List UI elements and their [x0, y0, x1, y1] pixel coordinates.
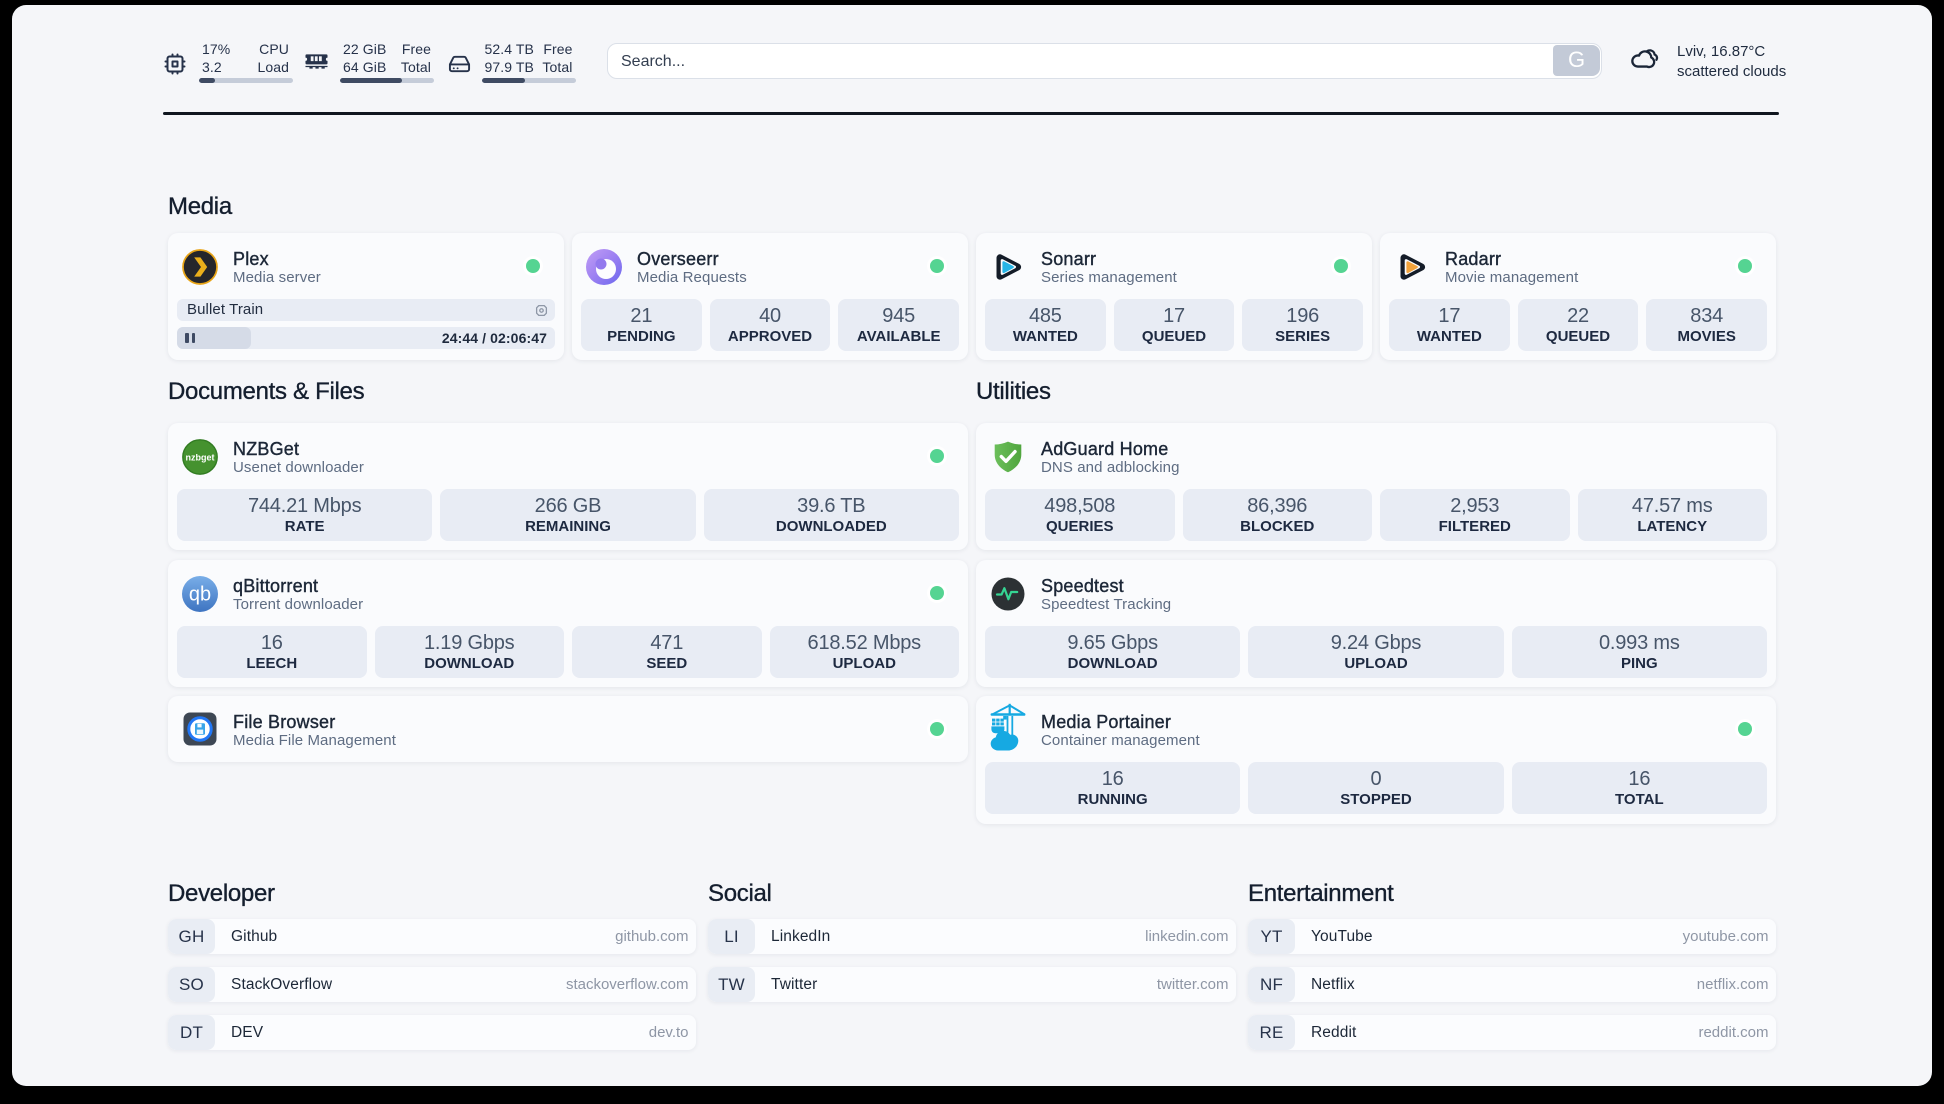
- svg-text:nzbget: nzbget: [186, 453, 215, 463]
- svg-text:qb: qb: [189, 584, 211, 606]
